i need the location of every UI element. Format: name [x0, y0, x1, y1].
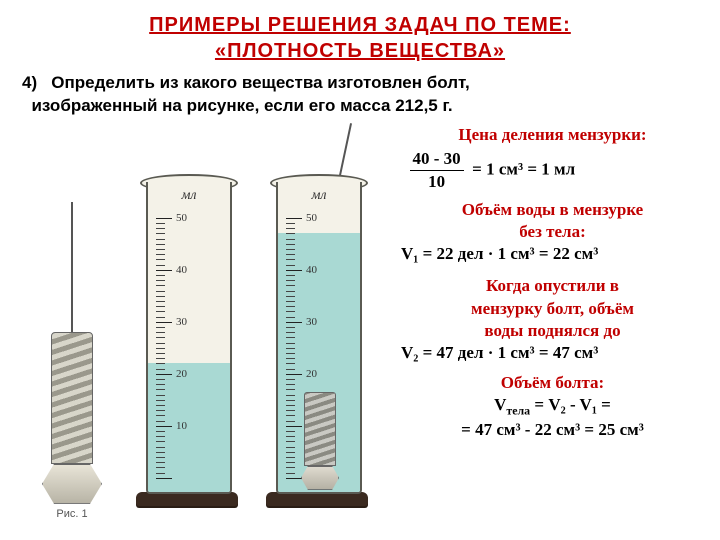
- problem-line-2: изображенный на рисунке, если его масса …: [31, 96, 452, 115]
- scale-price-calc: 40 - 30 10 = 1 см³ = 1 мл: [401, 148, 704, 193]
- v1-heading-2: без тела:: [401, 221, 704, 243]
- problem-line-1: Определить из какого вещества изготовлен…: [51, 73, 469, 92]
- v2-heading-1: Когда опустили в: [401, 275, 704, 297]
- vbody-heading: Объём болта:: [401, 372, 704, 394]
- vbody-formula: Vтела = V₂ - V₁ =: [401, 394, 704, 419]
- v1-value: V₁ = 22 дел · 1 см³ = 22 см³: [401, 243, 704, 265]
- bolt-hex-head: [42, 464, 102, 504]
- string-icon: [338, 123, 352, 180]
- v2-heading-2: мензурку болт, объём: [401, 298, 704, 320]
- tick-label: 40: [176, 264, 187, 276]
- cylinder-base-1: [136, 492, 238, 506]
- tick-label: 10: [176, 420, 187, 432]
- solution-text: Цена деления мензурки: 40 - 30 10 = 1 см…: [401, 124, 704, 524]
- scale-price-heading: Цена деления мензурки:: [401, 124, 704, 146]
- tick-label: 20: [306, 368, 317, 380]
- v2-heading-3: воды поднялся до: [401, 320, 704, 342]
- problem-number: 4): [22, 73, 37, 92]
- frac-top: 40 - 30: [410, 148, 464, 171]
- bolt-submerged: [304, 392, 336, 488]
- title-line-1: ПРИМЕРЫ РЕШЕНИЯ ЗАДАЧ ПО ТЕМЕ:: [149, 14, 571, 36]
- cylinder-base-2: [266, 492, 368, 506]
- needle: [71, 202, 73, 332]
- v2-value: V₂ = 47 дел · 1 см³ = 47 см³: [401, 342, 704, 364]
- page-title: ПРИМЕРЫ РЕШЕНИЯ ЗАДАЧ ПО ТЕМЕ: «ПЛОТНОСТ…: [16, 12, 704, 64]
- bolt-thread: [51, 332, 93, 464]
- tick-label: 40: [306, 264, 317, 276]
- figure-caption: Рис. 1: [26, 508, 118, 520]
- scale-1: 5040302010: [156, 218, 186, 478]
- bolt-illustration: Рис. 1: [26, 202, 118, 520]
- unit-label-2: мл: [311, 188, 326, 204]
- graduated-cylinder-2: мл 5040302010: [276, 182, 362, 506]
- scale-price-result: = 1 см³ = 1 мл: [472, 159, 575, 178]
- tick-label: 50: [176, 212, 187, 224]
- graduated-cylinder-1: мл 50 40 30 20 10: [146, 182, 232, 506]
- vbody-result: = 47 см³ - 22 см³ = 25 см³: [401, 419, 704, 441]
- problem-statement: 4) Определить из какого вещества изготов…: [22, 72, 698, 118]
- title-line-2: «ПЛОТНОСТЬ ВЕЩЕСТВА»: [215, 40, 505, 62]
- tick-label: 30: [176, 316, 187, 328]
- tick-label: 50: [306, 212, 317, 224]
- tick-label: 30: [306, 316, 317, 328]
- unit-label-1: мл: [181, 188, 196, 204]
- figure: Рис. 1 мл 5040302010 мл 5040302: [16, 124, 391, 524]
- frac-bot: 10: [410, 171, 464, 193]
- fraction: 40 - 30 10: [410, 148, 464, 193]
- tick-label: 20: [176, 368, 187, 380]
- v1-heading-1: Объём воды в мензурке: [401, 199, 704, 221]
